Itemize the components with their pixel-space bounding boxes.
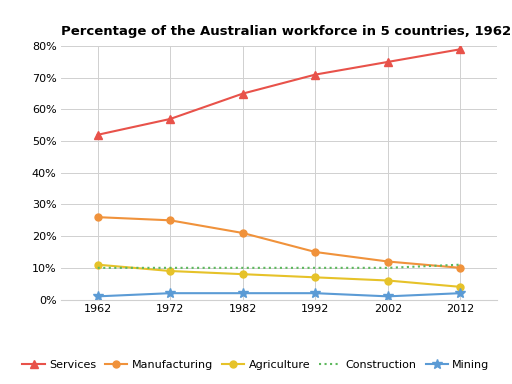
Construction xyxy=(240,266,246,270)
Manufacturing xyxy=(385,259,391,264)
Construction xyxy=(457,262,463,267)
Services xyxy=(312,72,318,77)
Mining xyxy=(167,291,173,296)
Agriculture xyxy=(312,275,318,280)
Agriculture xyxy=(167,269,173,273)
Services xyxy=(385,60,391,64)
Agriculture xyxy=(95,262,101,267)
Manufacturing xyxy=(312,250,318,254)
Legend: Services, Manufacturing, Agriculture, Construction, Mining: Services, Manufacturing, Agriculture, Co… xyxy=(18,356,494,375)
Mining xyxy=(457,291,463,296)
Manufacturing xyxy=(240,231,246,235)
Text: Percentage of the Australian workforce in 5 countries, 1962 - 2012: Percentage of the Australian workforce i… xyxy=(61,25,512,38)
Services xyxy=(240,91,246,96)
Agriculture xyxy=(385,278,391,283)
Construction xyxy=(312,266,318,270)
Manufacturing xyxy=(457,266,463,270)
Mining xyxy=(312,291,318,296)
Services xyxy=(167,117,173,121)
Services xyxy=(457,47,463,51)
Construction xyxy=(95,266,101,270)
Manufacturing xyxy=(167,218,173,223)
Mining xyxy=(95,294,101,299)
Line: Agriculture: Agriculture xyxy=(94,261,464,290)
Construction xyxy=(167,266,173,270)
Agriculture xyxy=(240,272,246,276)
Line: Services: Services xyxy=(94,45,464,139)
Line: Construction: Construction xyxy=(98,265,460,268)
Manufacturing xyxy=(95,215,101,220)
Construction xyxy=(385,266,391,270)
Mining xyxy=(385,294,391,299)
Agriculture xyxy=(457,285,463,289)
Services xyxy=(95,132,101,137)
Line: Manufacturing: Manufacturing xyxy=(94,214,464,271)
Mining xyxy=(240,291,246,296)
Line: Mining: Mining xyxy=(93,288,465,301)
